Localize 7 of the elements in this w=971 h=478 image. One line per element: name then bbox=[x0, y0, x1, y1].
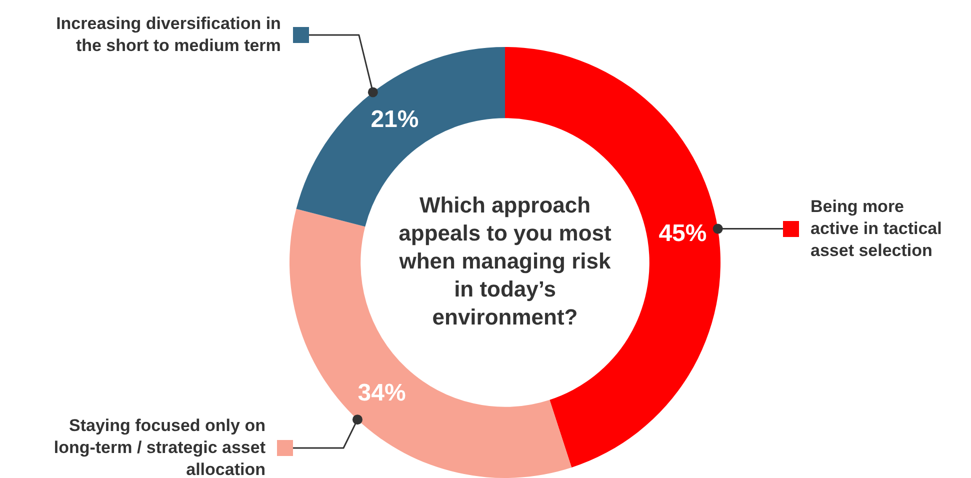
data-label: 45% bbox=[658, 220, 707, 247]
data-label: 21% bbox=[370, 106, 419, 133]
slice-label: Being more active in tactical asset selection bbox=[810, 196, 943, 262]
legend-label: Increasing diversification in the short to medium term bbox=[55, 13, 281, 57]
data-label: 34% bbox=[358, 379, 406, 406]
legend-label: Staying focused only on long-term / strategic asset allocation bbox=[52, 415, 266, 478]
text: Which approach appeals to you most when managing risk in today’s environment? bbox=[398, 192, 612, 330]
